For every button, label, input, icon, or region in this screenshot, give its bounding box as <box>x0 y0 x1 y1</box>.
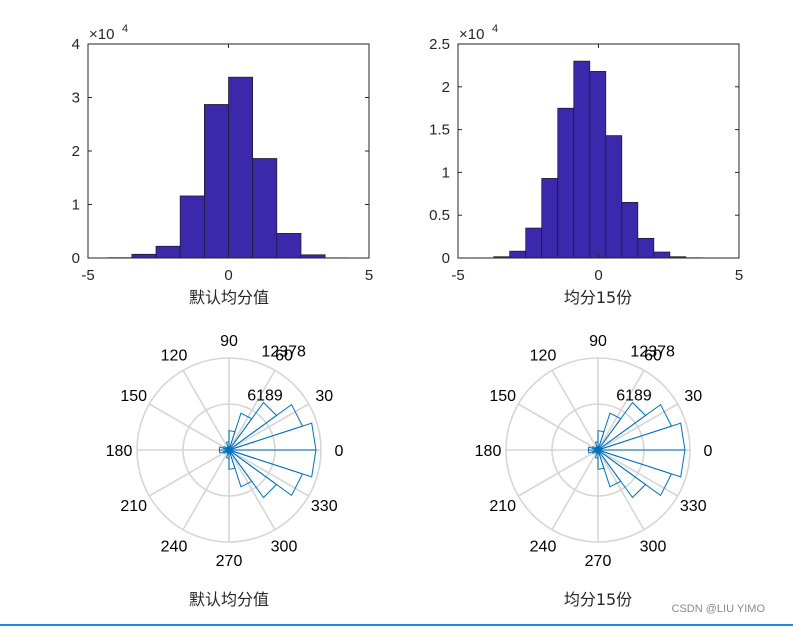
polar-angle-label: 30 <box>684 388 702 405</box>
y-tick-label: 0 <box>72 250 80 267</box>
histogram-bar <box>525 227 543 259</box>
polar-angle-label: 330 <box>311 498 338 515</box>
polar-angle-label: 240 <box>530 538 557 555</box>
polar-angle-label: 180 <box>475 443 502 460</box>
x-axis-label: 均分15份 <box>564 288 632 307</box>
polar-angle-label: 330 <box>680 498 707 515</box>
bottom-rule <box>0 624 793 626</box>
polar-angle-label: 150 <box>120 388 147 405</box>
x-tick-label: 0 <box>594 267 602 284</box>
histogram-bar <box>155 245 181 259</box>
polar-angle-label: 300 <box>640 538 667 555</box>
histogram-bar <box>653 251 671 259</box>
histogram-bar <box>621 202 639 259</box>
polar-angle-label: 120 <box>530 348 557 365</box>
histogram-bar <box>252 158 278 259</box>
watermark: CSDN @LIU YIMO <box>671 603 765 615</box>
polar-xlabel: 默认均分值 <box>189 590 269 609</box>
x-tick-label: -5 <box>81 267 94 284</box>
polar-histogram-15-bins: 0 30 60 90 120 150 180 210 240 270 300 330 6189 12378… <box>475 333 713 609</box>
y-tick-label: 0.5 <box>429 207 450 224</box>
rose-bin <box>591 449 599 455</box>
histogram-bar <box>637 237 655 259</box>
polar-angle-label: 60 <box>275 348 293 365</box>
y-tick-label: 1 <box>72 197 80 214</box>
polar-angle-label: 270 <box>585 553 612 570</box>
polar-angle-label: 90 <box>220 333 238 350</box>
polar-angle-label: 150 <box>489 388 516 405</box>
rose-bin <box>225 441 230 451</box>
histogram-bar <box>179 195 205 259</box>
y-tick-label: 3 <box>72 90 80 107</box>
histogram-bar <box>605 135 623 259</box>
y-tick-label: 2 <box>442 79 450 96</box>
polar-xlabel: 均分15份 <box>564 590 632 609</box>
exponent-base-label: ×10 <box>89 26 114 43</box>
histogram-bar <box>131 253 157 259</box>
rose-bin <box>228 430 236 451</box>
polar-histogram-default-bins: 0 30 60 90 120 150 180 210 240 270 300 330 6189 12378… <box>106 333 344 609</box>
polar-radius-label: 6189 <box>247 387 283 404</box>
y-tick-label: 2.5 <box>429 36 450 53</box>
polar-angle-label: 30 <box>315 388 333 405</box>
polar-angle-label: 210 <box>489 498 516 515</box>
y-tick-label: 1 <box>442 164 450 181</box>
y-tick-label: 2 <box>72 143 80 160</box>
polar-radius-label: 12378 <box>261 344 306 361</box>
polar-angle-label: 210 <box>120 498 147 515</box>
polar-angle-label: 90 <box>589 333 607 350</box>
polar-angle-label: 270 <box>216 553 243 570</box>
polar-angle-label: 240 <box>161 538 188 555</box>
exponent-power-label: 4 <box>122 23 128 35</box>
polar-radius-label: 12378 <box>630 344 675 361</box>
polar-angle-label: 120 <box>161 348 188 365</box>
histogram-bar <box>589 71 607 259</box>
polar-angle-label: 0 <box>704 443 713 460</box>
rose-bin <box>222 449 230 455</box>
histogram-bar <box>509 250 527 259</box>
polar-angle-label: 180 <box>106 443 133 460</box>
polar-angle-label: 300 <box>271 538 298 555</box>
rose-bin <box>597 430 605 451</box>
histogram-bar <box>276 233 302 259</box>
histogram-bar <box>541 178 559 259</box>
x-tick-label: 5 <box>365 267 373 284</box>
x-tick-label: -5 <box>451 267 464 284</box>
y-tick-label: 1.5 <box>429 122 450 139</box>
histogram-bar <box>557 107 575 259</box>
exponent-power-label: 4 <box>492 23 498 35</box>
polar-angle-label: 60 <box>644 348 662 365</box>
histogram-bar <box>203 104 229 259</box>
polar-radius-label: 6189 <box>616 387 652 404</box>
x-tick-label: 0 <box>224 267 232 284</box>
y-tick-label: 0 <box>442 250 450 267</box>
rose-bin <box>228 449 317 478</box>
x-tick-label: 5 <box>735 267 743 284</box>
exponent-base-label: ×10 <box>459 26 484 43</box>
histogram-bar <box>573 60 591 259</box>
y-tick-label: 4 <box>72 36 80 53</box>
polar-angle-label: 0 <box>335 443 344 460</box>
rose-bin <box>597 449 686 478</box>
rose-bin <box>594 441 599 451</box>
x-axis-label: 默认均分值 <box>189 288 269 307</box>
histogram-bar <box>228 76 254 259</box>
